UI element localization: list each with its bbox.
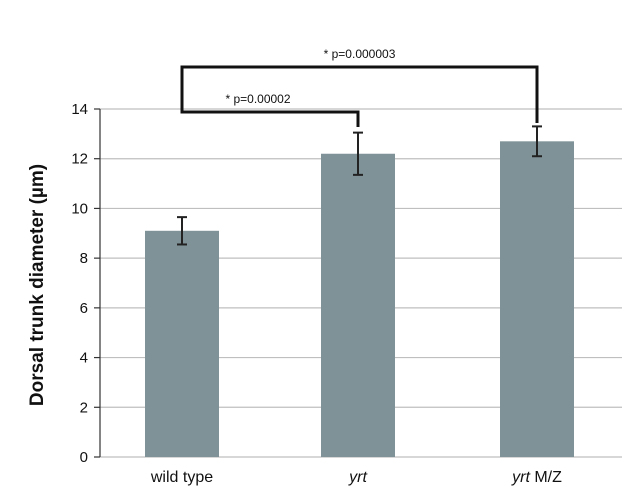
y-tick-label: 8	[80, 250, 88, 267]
bar	[321, 153, 395, 457]
y-tick-label: 12	[71, 151, 88, 168]
y-tick-label: 6	[80, 300, 88, 317]
bar	[145, 230, 219, 457]
x-category-label: wild type	[150, 469, 213, 486]
significance-brackets: * p=0.00002 * p=0.000003	[180, 47, 539, 127]
significance-bracket	[180, 101, 360, 127]
y-axis-label: Dorsal trunk diameter (µm)	[27, 164, 48, 406]
significance-bracket	[180, 65, 539, 123]
y-axis-ticks: 0 2 4 6 8 10 12 14	[71, 101, 101, 466]
y-tick-label: 0	[80, 449, 88, 466]
x-category-label: yrt M/Z	[511, 469, 562, 486]
significance-label: * p=0.00002	[225, 92, 290, 106]
bar	[500, 141, 574, 458]
error-bars	[177, 125, 542, 246]
y-tick-label: 4	[80, 350, 88, 367]
y-tick-label: 2	[80, 399, 88, 416]
bars	[145, 141, 574, 458]
y-tick-label: 10	[71, 200, 88, 217]
x-category-label: yrt	[348, 469, 367, 486]
x-axis-categories: wild type yrt yrt M/Z	[150, 469, 562, 486]
y-tick-label: 14	[71, 101, 88, 118]
significance-label: * p=0.000003	[324, 47, 396, 61]
